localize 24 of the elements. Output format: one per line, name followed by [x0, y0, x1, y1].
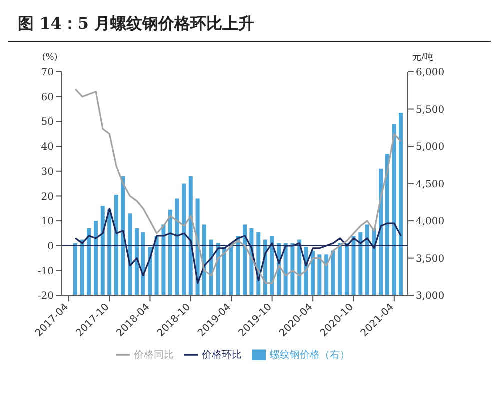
y2-tick-label: 3,500 [416, 254, 445, 265]
y-axis-title: (%) [42, 53, 58, 63]
y2-tick-label: 5,000 [416, 142, 445, 154]
y-tick-label: 70 [41, 68, 54, 79]
y2-tick-label: 4,500 [416, 179, 445, 190]
chart-title: 图 14：5 月螺纹钢价格环比上升 [8, 8, 491, 42]
legend-label: 螺纹钢价格（右） [270, 350, 350, 361]
y-tick-label: 20 [41, 192, 54, 203]
y2-tick-label: 4,000 [416, 216, 445, 228]
y-tick-label: 60 [41, 92, 54, 104]
line-series [74, 88, 402, 284]
y2-tick-label: 6,000 [416, 68, 445, 79]
y-tick-label: 50 [41, 117, 54, 128]
y2-axis-title: 元/吨 [412, 52, 434, 63]
y-tick-label: 40 [41, 142, 54, 154]
y2-tick-label: 3,000 [416, 291, 445, 302]
y-tick-label: -20 [38, 291, 54, 302]
y-tick-label: 0 [48, 241, 54, 252]
y-tick-label: -10 [38, 266, 54, 278]
legend-label: 价格环比 [202, 350, 242, 361]
y-tick-label: 30 [41, 166, 54, 178]
y2-tick-label: 5,500 [416, 104, 445, 116]
y-tick-label: 10 [41, 216, 54, 228]
legend-label: 价格同比 [134, 350, 174, 361]
